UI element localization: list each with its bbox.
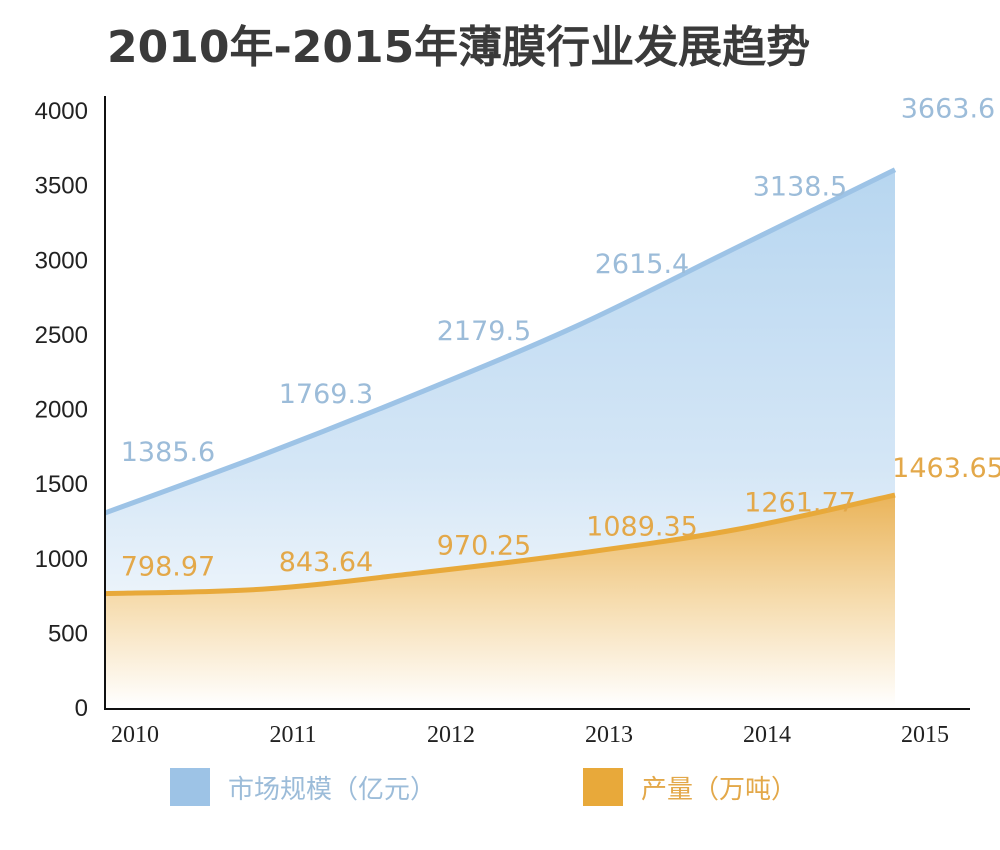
x-tick-2015: 2015 [901,722,949,748]
x-tick-2013: 2013 [585,722,633,748]
legend-label-market-size: 市场规模（亿元） [228,775,436,805]
chart-title: 2010年-2015年薄膜行业发展趋势 [107,22,810,73]
series-output-line [104,492,896,597]
y-tick-500: 500 [48,620,88,647]
x-tick-2014: 2014 [743,722,791,748]
legend-swatch-output [583,768,623,806]
x-tick-2012: 2012 [427,722,475,748]
data-label-output-2010: 798.97 [121,552,215,583]
x-tick-2011: 2011 [269,722,316,748]
data-label-output-2012: 970.25 [437,531,531,562]
x-tick-2010: 2010 [111,722,159,748]
data-label-market-size-2012: 2179.5 [437,316,531,347]
y-tick-4000: 4000 [35,98,88,125]
legend-label-output: 产量（万吨） [641,775,797,805]
data-label-output-2014: 1261.77 [744,487,856,518]
series-output-area [105,495,895,707]
data-label-market-size-2013: 2615.4 [595,249,689,280]
data-label-output-2011: 843.64 [279,547,373,578]
data-label-market-size-2014: 3138.5 [753,171,847,202]
data-label-output-2013: 1089.35 [586,511,698,542]
y-tick-2500: 2500 [35,322,88,349]
y-tick-3500: 3500 [35,173,88,200]
data-label-market-size-2010: 1385.6 [121,437,215,468]
data-label-market-size-2015: 3663.6 [901,94,995,125]
y-tick-1500: 1500 [35,471,88,498]
data-label-output-2015: 1463.65 [892,453,1000,484]
y-tick-0: 0 [75,695,88,722]
y-tick-3000: 3000 [35,247,88,274]
data-label-market-size-2011: 1769.3 [279,379,373,410]
legend-swatch-market-size [170,768,210,806]
y-tick-2000: 2000 [35,397,88,424]
y-tick-1000: 1000 [35,546,88,573]
series-market-size-line [104,167,897,516]
